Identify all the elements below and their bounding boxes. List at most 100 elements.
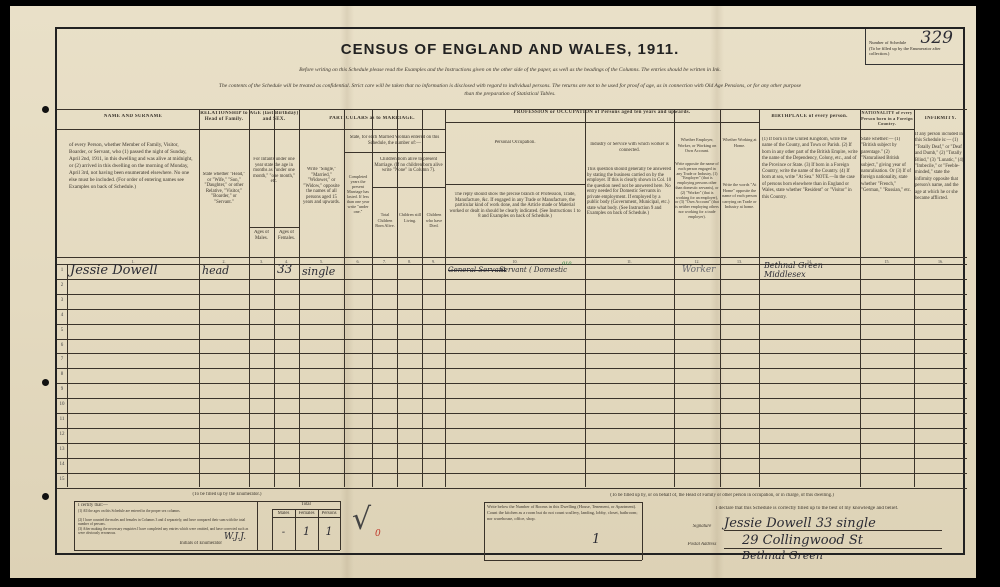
- column-number: 14.: [807, 258, 812, 264]
- rule-line: [585, 109, 586, 487]
- row-number: 5: [60, 327, 64, 333]
- rule-line: [344, 152, 445, 153]
- females-label: Females: [298, 511, 315, 516]
- header-personal-occupation-desc: The reply should show the precise branch…: [449, 192, 581, 219]
- entry-birthplace-2: Middlesex: [764, 270, 806, 279]
- rule-line: [57, 487, 967, 489]
- rule-line: [642, 502, 643, 560]
- entry-birthplace-1: Bethnal Green: [764, 261, 823, 270]
- rule-line: [272, 509, 273, 550]
- header-age: AGE (last Birthday) and SEX.: [249, 111, 299, 122]
- header-birthplace: BIRTHPLACE of every person.: [771, 114, 848, 119]
- rule-line: [57, 383, 967, 384]
- females-value: 1: [303, 525, 310, 538]
- rule-line: [67, 264, 68, 487]
- check-mark: √: [352, 502, 372, 537]
- header-children-born: Total Children Born Alive.: [375, 212, 395, 228]
- rule-line: [199, 109, 200, 487]
- column-number: 11.: [627, 258, 632, 264]
- rule-line: [914, 109, 915, 487]
- rule-line: [372, 187, 445, 188]
- rule-line: [299, 109, 300, 487]
- rule-line: [344, 109, 345, 487]
- certificate-line: (3) After making the necessary enquiries…: [78, 527, 249, 536]
- header-children-died: Children who have Died.: [425, 212, 443, 228]
- enumerator-heading: (To be filled up by the Enumerator.): [192, 492, 262, 497]
- certificate-label: I certify that:—: [78, 503, 108, 508]
- entry-relationship: head: [202, 264, 230, 277]
- certificate-line: (1) All the ages on this Schedule are en…: [78, 509, 181, 513]
- column-number: 1.: [131, 258, 135, 264]
- header-age-females: Ages of Females.: [277, 230, 296, 241]
- census-schedule-page: [10, 6, 976, 578]
- header-married-woman: State, for each Married Woman entered on…: [349, 135, 440, 146]
- header-age-desc: For Infants under one year state the age…: [252, 157, 296, 184]
- rule-line: [484, 560, 642, 561]
- rule-line: [57, 338, 967, 339]
- initials-label: Initials of Enumerator: [179, 541, 222, 546]
- header-industry: Industry or Service with which worker is…: [590, 142, 669, 153]
- rule-line: [397, 109, 398, 487]
- column-number: 5.: [320, 258, 323, 264]
- rule-line: [724, 548, 942, 549]
- rule-line: [57, 398, 967, 399]
- enumerator-initials: W.J.J.: [224, 532, 247, 542]
- persons-value: 1: [325, 525, 333, 538]
- header-marriage-condition: Write "Single," "Married," "Widower," or…: [303, 167, 340, 205]
- column-number: 10.: [512, 258, 518, 264]
- row-number: 14: [59, 461, 65, 467]
- header-employer-desc: Write opposite the name of each person e…: [675, 162, 719, 219]
- rule-line: [57, 278, 967, 280]
- entry-age-female: 33: [277, 262, 293, 276]
- header-name-desc: of every Person, whether Member of Famil…: [69, 142, 193, 190]
- rule-line: [74, 550, 340, 551]
- header-children-group: Children born alive to present Marriage.…: [374, 157, 443, 173]
- header-years-married: Completed years the present Marriage has…: [346, 174, 370, 214]
- rule-line: [57, 457, 967, 459]
- row-number: 2: [60, 282, 64, 288]
- entry-employer: Worker: [682, 265, 716, 275]
- header-infirmity-desc: If any person included in this Schedule …: [915, 132, 964, 202]
- rooms-instruction: Write below the Number of Rooms in this …: [487, 504, 638, 521]
- header-age-males: Ages of Males.: [253, 230, 270, 241]
- address-label: Postal Address: [687, 542, 717, 547]
- persons-label: Persons: [321, 511, 337, 516]
- rule-line: [57, 353, 967, 354]
- row-number: 6: [60, 342, 64, 348]
- row-number: 10: [59, 402, 65, 408]
- rule-line: [445, 122, 759, 123]
- column-number: 13.: [737, 258, 742, 264]
- column-number: 16.: [938, 258, 943, 264]
- schedule-frame: CENSUS OF ENGLAND AND WALES, 1911. Befor…: [55, 27, 967, 562]
- entry-condition: single: [302, 265, 336, 278]
- header-children-living: Children still Living.: [399, 212, 421, 223]
- males-label: Males: [277, 511, 290, 516]
- column-number: 4.: [285, 258, 288, 264]
- rule-line: [57, 323, 967, 325]
- row-number: 12: [59, 431, 65, 437]
- rule-line: [759, 129, 914, 130]
- header-infirmity: INFIRMITY.: [924, 116, 957, 121]
- rule-line: [57, 109, 967, 111]
- header-birthplace-desc: (1) If born in the United Kingdom, write…: [762, 137, 858, 200]
- row-number: 13: [59, 446, 65, 452]
- punch-hole: [42, 379, 49, 386]
- rule-line: [74, 501, 75, 550]
- header-employer: Whether Employer, Worker, or Working on …: [677, 137, 717, 153]
- confidential-line: The contents of the Schedule will be tre…: [218, 83, 802, 89]
- schedule-number: 329: [920, 28, 953, 48]
- column-number: 12.: [694, 258, 700, 264]
- header-nationality-desc: State whether:— (1) "British subject by …: [861, 137, 912, 194]
- schedule-box-label: Number of Schedule: [869, 40, 907, 45]
- certificate-line: (2) I have counted the males and females…: [78, 518, 246, 527]
- row-number: 15: [59, 476, 65, 482]
- header-industry-desc: This question should generally be answer…: [587, 167, 672, 216]
- row-number: 4: [60, 312, 64, 318]
- rule-line: [57, 472, 967, 474]
- rule-line: [484, 502, 642, 503]
- rule-line: [57, 368, 967, 369]
- rule-line: [57, 442, 967, 444]
- column-number: 2.: [222, 258, 226, 264]
- total-label: Total: [301, 502, 311, 507]
- red-mark: 0: [375, 529, 381, 539]
